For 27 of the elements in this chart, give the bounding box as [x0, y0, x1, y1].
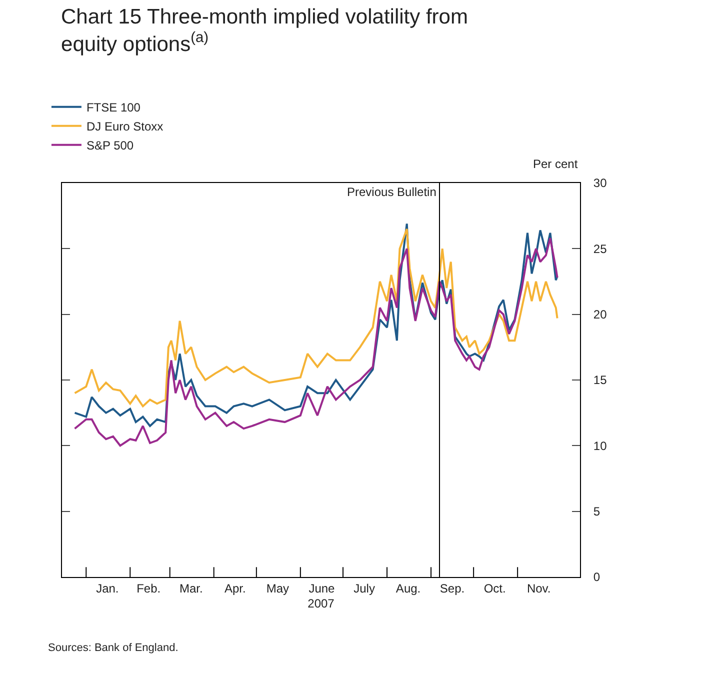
x-tick-label: Apr.	[224, 581, 246, 596]
y-axis-title: Per cent	[533, 157, 578, 171]
x-tick-label: Mar.	[179, 581, 203, 596]
chart-title: Chart 15 Three-month implied volatility from equity options$^{(a)}$	[61, 6, 468, 56]
y-tick-label: 0	[593, 570, 600, 584]
x-tick-label: May	[266, 581, 290, 596]
y-tick-label: 10	[593, 438, 608, 453]
legend-label: FTSE 100	[86, 100, 141, 115]
y-tick-label: 30	[593, 176, 608, 190]
y-tick-label: 25	[593, 242, 608, 256]
x-tick-label: Jan.	[96, 581, 119, 596]
y-tick-label: 15	[593, 373, 608, 388]
x-tick-label: Nov.	[526, 581, 551, 596]
source-note: Sources: Bank of England.	[48, 642, 178, 654]
x-tick-label: Oct.	[484, 581, 506, 596]
ref-line-label: Previous Bulletin	[347, 185, 436, 199]
y-tick-label: 20	[593, 308, 608, 322]
y-tick-label: 5	[593, 504, 600, 519]
legend-label: DJ Euro Stoxx	[86, 120, 164, 134]
x-tick-label: Sep.	[440, 581, 465, 596]
x-tick-label: Aug.	[396, 581, 421, 596]
x-axis-title: 2007	[308, 596, 335, 610]
legend-label: S&P 500	[86, 138, 134, 153]
x-tick-label: July	[354, 581, 375, 596]
x-tick-label: June	[308, 581, 336, 596]
line-series	[74, 237, 558, 447]
x-tick-label: Feb.	[136, 581, 161, 596]
